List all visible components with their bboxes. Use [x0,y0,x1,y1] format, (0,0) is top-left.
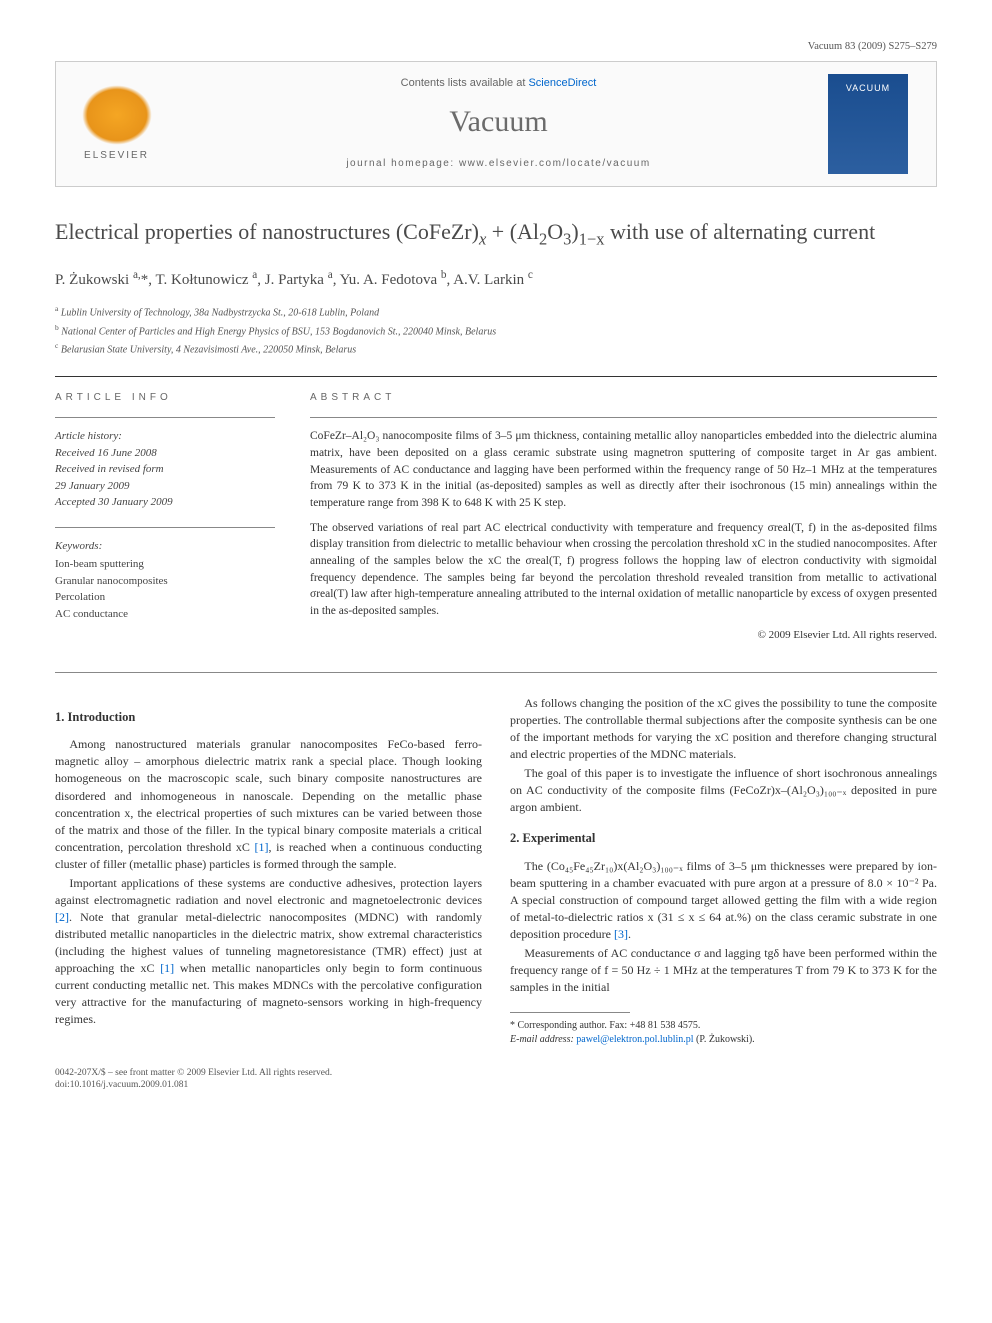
section-heading-experimental: 2. Experimental [510,830,937,848]
sub-divider [310,417,937,418]
body-paragraph: Important applications of these systems … [55,875,482,1028]
affiliations: a Lublin University of Technology, 38a N… [55,303,937,358]
citation-link[interactable]: [1] [160,961,174,975]
body-paragraph: Measurements of AC conductance σ and lag… [510,945,937,996]
page-reference: Vacuum 83 (2009) S275–S279 [55,40,937,55]
citation-link[interactable]: [1] [255,840,269,854]
section-heading-intro: 1. Introduction [55,709,482,727]
body-paragraph: Among nanostructured materials granular … [55,736,482,872]
body-paragraph: As follows changing the position of the … [510,695,937,763]
homepage-url: www.elsevier.com/locate/vacuum [459,158,651,169]
corresponding-author-footnote: * Corresponding author. Fax: +48 81 538 … [510,1019,937,1047]
article-info-header: ARTICLE INFO [55,391,275,405]
article-info-column: ARTICLE INFO Article history: Received 1… [55,391,275,643]
body-paragraph: The (Co₄₅Fe₄₅Zr₁₀)x(Al₂O₃)₁₀₀₋ₓ films of… [510,858,937,943]
doi-line: doi:10.1016/j.vacuum.2009.01.081 [55,1079,937,1091]
contents-line: Contents lists available at ScienceDirec… [184,76,813,91]
sub-divider [55,417,275,418]
citation-link[interactable]: [2] [55,910,69,924]
email-link[interactable]: pawel@elektron.pol.lublin.pl [576,1034,693,1045]
elsevier-tree-icon [82,85,152,145]
header-center: Contents lists available at ScienceDirec… [184,76,813,171]
abstract-column: ABSTRACT CoFeZr–Al₂O₃ nanocomposite film… [310,391,937,643]
journal-name: Vacuum [184,101,813,143]
page-footer: 0042-207X/$ – see front matter © 2009 El… [55,1067,937,1092]
abstract-text: CoFeZr–Al₂O₃ nanocomposite films of 3–5 … [310,428,937,643]
publisher-name: ELSEVIER [84,149,149,163]
article-body: 1. Introduction Among nanostructured mat… [55,695,937,1047]
body-paragraph: The goal of this paper is to investigate… [510,765,937,816]
journal-header: ELSEVIER Contents lists available at Sci… [55,61,937,187]
citation-link[interactable]: [3] [614,927,628,941]
elsevier-logo: ELSEVIER [74,79,159,169]
divider [55,376,937,377]
homepage-line: journal homepage: www.elsevier.com/locat… [184,157,813,171]
body-divider [55,672,937,673]
abstract-copyright: © 2009 Elsevier Ltd. All rights reserved… [310,628,937,644]
abstract-header: ABSTRACT [310,391,937,405]
journal-cover-thumbnail: VACUUM [828,74,908,174]
footnote-separator [510,1012,630,1013]
sciencedirect-link[interactable]: ScienceDirect [528,77,596,89]
sub-divider [55,527,275,528]
issn-line: 0042-207X/$ – see front matter © 2009 El… [55,1067,937,1079]
article-history: Article history: Received 16 June 2008Re… [55,428,275,511]
article-title: Electrical properties of nanostructures … [55,217,937,251]
keywords: Keywords: Ion-beam sputteringGranular na… [55,538,275,623]
authors-list: P. Żukowski a,*, T. Kołtunowicz a, J. Pa… [55,268,937,291]
